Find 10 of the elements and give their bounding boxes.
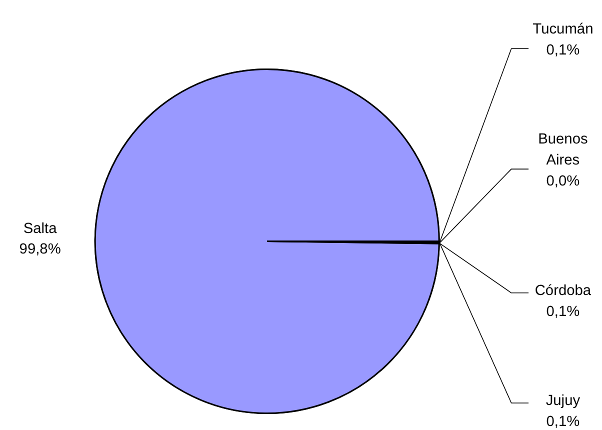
data-label: 0,1% [546, 414, 580, 430]
data-label: 0,1% [546, 304, 580, 320]
slice-label: Jujuy [546, 393, 581, 410]
slice-label: Córdoba [534, 283, 592, 300]
slice-label: Tucumán [532, 22, 594, 38]
data-label: 99,8% [19, 242, 61, 258]
data-label: 0,1% [546, 42, 580, 58]
text: 0,0% [546, 173, 580, 190]
slice-label: Salta [23, 220, 58, 237]
category-label: Buenos Aires [538, 132, 588, 168]
